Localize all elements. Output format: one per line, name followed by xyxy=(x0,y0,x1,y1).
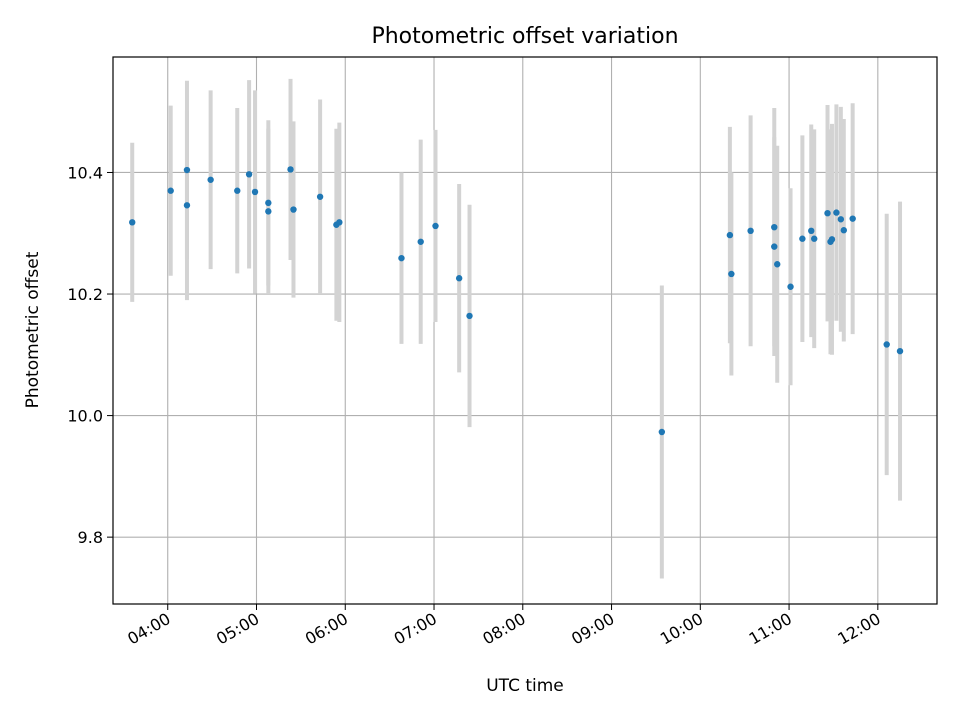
plot-frame xyxy=(112,56,938,605)
data-point xyxy=(336,219,343,226)
data-point xyxy=(432,222,439,230)
data-point xyxy=(316,193,324,200)
data-point xyxy=(808,227,815,235)
data-point xyxy=(251,188,259,196)
y-tick-label: 10.0 xyxy=(67,407,103,426)
data-point xyxy=(787,283,794,290)
data-point xyxy=(811,235,818,242)
data-point xyxy=(771,223,778,231)
data-point xyxy=(183,166,191,174)
x-axis-label: UTC time xyxy=(486,676,564,696)
data-point xyxy=(290,206,297,213)
y-tick-label: 9.8 xyxy=(78,528,103,547)
data-point xyxy=(398,254,405,262)
data-point xyxy=(455,275,463,282)
data-point xyxy=(824,209,831,217)
data-point xyxy=(771,243,778,250)
data-point xyxy=(265,208,272,215)
data-point xyxy=(896,347,904,355)
grid-layer xyxy=(113,57,937,604)
data-point xyxy=(828,236,836,243)
y-tick-label: 10.4 xyxy=(67,163,103,182)
data-point xyxy=(658,428,666,436)
data-point xyxy=(728,270,735,278)
data-point xyxy=(833,209,840,216)
data-point xyxy=(167,187,174,194)
data-point xyxy=(774,261,781,268)
data-point xyxy=(129,219,136,226)
data-point xyxy=(726,231,734,239)
data-point xyxy=(234,187,241,194)
data-point xyxy=(837,216,845,223)
data-point xyxy=(287,166,294,173)
y-tick-label: 10.2 xyxy=(67,285,103,304)
data-point xyxy=(265,199,272,207)
data-point xyxy=(747,227,754,235)
y-axis-label: Photometric offset xyxy=(23,251,43,408)
data-point xyxy=(183,202,191,209)
data-point xyxy=(883,341,890,348)
data-point xyxy=(245,171,253,178)
data-point xyxy=(207,176,214,183)
point-layer xyxy=(129,166,904,436)
data-point xyxy=(417,238,424,245)
data-point xyxy=(799,235,806,242)
chart-title: Photometric offset variation xyxy=(371,24,678,49)
data-point xyxy=(849,215,856,222)
data-point xyxy=(840,227,848,234)
data-point xyxy=(466,312,473,320)
